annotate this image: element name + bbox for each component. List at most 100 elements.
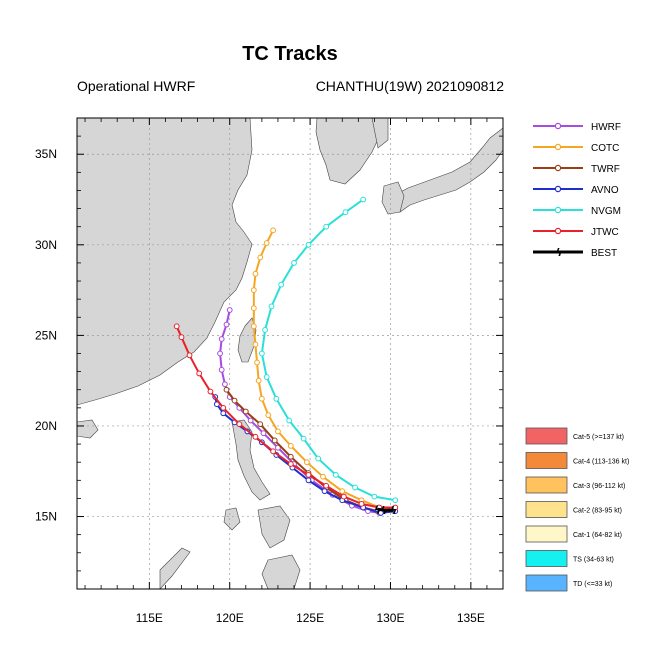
legend-entry-avno: AVNO [533, 185, 619, 196]
intensity-swatch [525, 476, 568, 494]
y-tick-label: 25N [35, 328, 57, 342]
legend-best-symbol: ϟ [555, 246, 562, 259]
track-point [250, 323, 257, 330]
track-point [223, 386, 230, 393]
track-line [260, 198, 396, 502]
land-kyushu [381, 181, 405, 215]
x-tick-label: 120E [216, 611, 244, 625]
track-point [255, 377, 262, 384]
track-point [320, 473, 326, 480]
track-point [258, 395, 265, 402]
track-point [305, 471, 312, 478]
track-point [221, 381, 228, 388]
intensity-label: Cat-1 (64-82 kt) [573, 532, 622, 539]
intensity-label: Cat-2 (83-95 kt) [573, 508, 622, 515]
track-point [270, 448, 277, 455]
legend-marker [554, 227, 562, 235]
intensity-label: Cat-4 (113-136 kt) [573, 459, 629, 466]
track-point [342, 209, 349, 216]
track-point [268, 303, 275, 310]
track-point [286, 417, 293, 424]
track-point [371, 493, 378, 500]
track-best: ϟϟϟ [374, 503, 397, 517]
intensity-legend: Cat-5 (>=137 kt) Cat-4 (113-136 kt) Cat-3 … [525, 427, 629, 592]
landmasses [77, 118, 503, 589]
x-tick-label: 115E [136, 611, 163, 625]
legend-entry-best: ϟ BEST [533, 246, 617, 259]
legend-entry-hwrf: HWRF [533, 122, 621, 133]
land-mindanao [261, 554, 301, 589]
track-point [252, 341, 259, 348]
legend-label: HWRF [591, 122, 621, 133]
intensity-category: Cat-2 (83-95 kt) [525, 501, 622, 518]
intensity-category: Cat-5 (>=137 kt) [525, 427, 624, 445]
x-tick-label: 130E [376, 611, 404, 625]
track-point [257, 421, 264, 428]
lat-lon-gridlines [77, 118, 503, 589]
track-legend: HWRF COTC TWRF AVNO NVGM JTWC ϟ BEST [533, 122, 621, 259]
track-point [273, 395, 280, 402]
legend-label: COTC [591, 143, 619, 154]
land-palawan [159, 547, 191, 589]
track-point [352, 484, 359, 491]
track-point [287, 453, 294, 460]
track-line [377, 507, 394, 512]
y-tick-label: 20N [35, 419, 57, 433]
intensity-swatch [525, 525, 568, 543]
track-point [275, 444, 281, 451]
land-asia-mainland [77, 118, 253, 406]
best-track-symbol: ϟ [390, 504, 397, 517]
track-point [332, 471, 339, 478]
legend-entry-jtwc: JTWC [533, 227, 619, 238]
track-point [173, 323, 180, 330]
legend-label: JTWC [591, 227, 619, 238]
track-point [252, 433, 259, 440]
intensity-category: TS (34-63 kt) [525, 550, 614, 567]
legend-entry-twrf: TWRF [533, 164, 620, 175]
y-tick-label: 35N [35, 147, 57, 161]
forecast-tracks: ϟϟϟ [173, 196, 399, 517]
track-point [247, 417, 254, 424]
track-point [186, 352, 193, 359]
track-point [226, 307, 233, 313]
track-point [196, 370, 203, 377]
track-point [220, 410, 227, 417]
track-point [265, 412, 272, 418]
map-panel: ϟϟϟ 115E 120E 125E 130E 135E 15N 20N 25N 30N 35N [35, 117, 504, 625]
intensity-swatch [525, 427, 568, 445]
track-point [392, 504, 399, 511]
track-point [340, 493, 347, 500]
track-point [260, 430, 267, 437]
track-point [291, 260, 297, 266]
track-point [262, 327, 268, 333]
track-line [175, 325, 396, 509]
intensity-swatch [525, 550, 568, 567]
intensity-label: TS (34-63 kt) [573, 557, 614, 564]
track-point [217, 350, 223, 357]
legend-entry-cotc: COTC [533, 143, 619, 154]
intensity-category: Cat-1 (64-82 kt) [525, 525, 622, 543]
land-east-mainland [371, 118, 389, 149]
intensity-swatch [525, 452, 568, 469]
track-point [278, 281, 285, 288]
y-tick-label: 30N [35, 238, 57, 252]
intensity-swatch [525, 501, 568, 518]
track-point [242, 408, 249, 415]
land-hainan-coast [77, 419, 99, 439]
track-point [250, 305, 257, 312]
track-point [358, 500, 365, 507]
x-tick-label: 135E [457, 611, 485, 625]
track-point [360, 196, 367, 203]
intensity-label: Cat-3 (96-112 kt) [573, 483, 625, 490]
best-track-symbol: ϟ [374, 503, 381, 516]
track-point [287, 461, 294, 467]
storm-subtitle: CHANTHU(19W) 2021090812 [316, 78, 505, 94]
y-tick-label: 15N [35, 510, 57, 524]
track-jtwc [173, 323, 399, 511]
track-point [275, 428, 281, 435]
track-point [263, 240, 270, 246]
model-subtitle: Operational HWRF [77, 78, 195, 94]
legend-marker [554, 164, 562, 172]
legend-label: TWRF [591, 164, 620, 175]
track-point [252, 270, 259, 277]
